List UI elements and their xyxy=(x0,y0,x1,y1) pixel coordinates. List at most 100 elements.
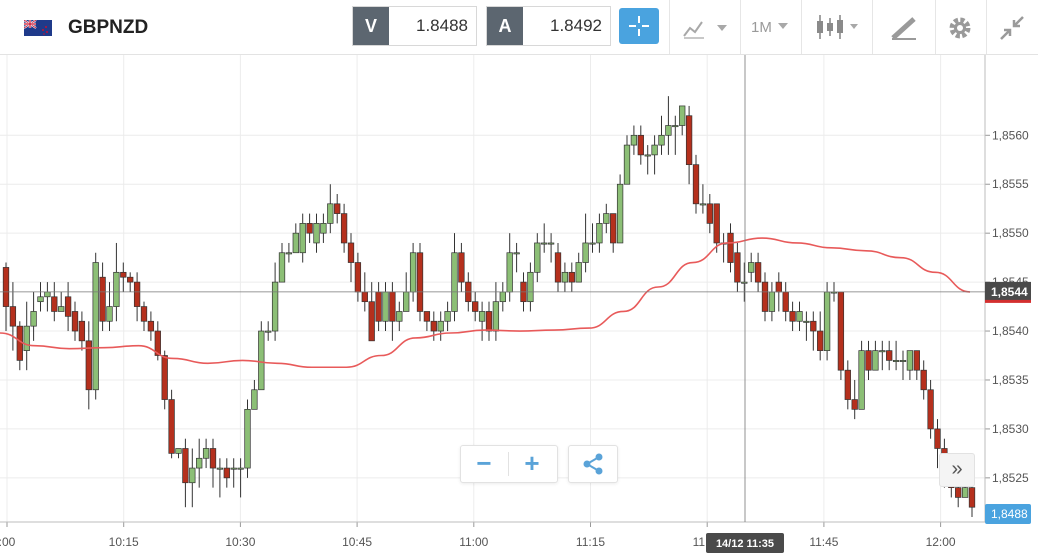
candle-down xyxy=(161,355,168,400)
candle-up xyxy=(258,330,265,391)
candle-up xyxy=(285,252,293,255)
candle-down xyxy=(223,467,230,479)
candle-down xyxy=(375,291,382,322)
candle-up xyxy=(244,408,251,469)
candlestick-icon xyxy=(817,15,858,39)
candle-up xyxy=(961,487,969,498)
candle-up xyxy=(768,291,776,312)
candle-up xyxy=(672,125,679,128)
candle-up xyxy=(175,448,182,454)
candle-down xyxy=(354,262,362,293)
candle-down xyxy=(120,271,127,278)
candle-up xyxy=(451,252,458,312)
candle-down xyxy=(554,252,562,283)
candle-down xyxy=(754,262,762,283)
collapse-button[interactable] xyxy=(986,0,1038,54)
candle-up xyxy=(320,223,327,234)
candle-up xyxy=(216,467,224,470)
y-tick-label: 1,8550 xyxy=(992,226,1029,240)
candle-up xyxy=(658,134,665,146)
candle-up xyxy=(582,242,589,263)
gear-icon xyxy=(949,17,971,39)
candle-down xyxy=(692,164,700,205)
price-chart[interactable]: 1,85601,85551,85501,85451,85401,85351,85… xyxy=(0,55,1038,554)
zoom-in-button[interactable]: + xyxy=(524,448,540,478)
candle-down xyxy=(9,306,17,327)
candle-down xyxy=(71,311,79,332)
scroll-right-button[interactable]: » xyxy=(939,453,975,487)
candle-up xyxy=(106,306,113,322)
candle-up xyxy=(748,262,755,273)
candle-up xyxy=(23,325,30,351)
crosshair-price-label: 1,8544 xyxy=(991,285,1028,299)
candle-up xyxy=(202,448,210,459)
candle-up xyxy=(527,271,534,303)
x-tick-label: 10:30 xyxy=(225,535,255,549)
candle-up xyxy=(230,467,237,470)
candle-up xyxy=(603,213,610,224)
collapse-icon xyxy=(1000,16,1024,40)
candle-down xyxy=(389,291,396,322)
candle-up xyxy=(872,350,879,371)
candle-up xyxy=(741,281,748,284)
candle-down xyxy=(306,223,313,234)
share-button[interactable] xyxy=(568,445,618,483)
candle-up xyxy=(478,311,486,322)
candle-up xyxy=(547,242,555,245)
candle-down xyxy=(340,213,348,244)
settings-button[interactable] xyxy=(935,0,986,54)
crosshair-time-label: 14/12 11:35 xyxy=(716,538,774,550)
drawing-tools-button[interactable] xyxy=(872,0,935,54)
candle-up xyxy=(499,291,506,303)
y-tick-label: 1,8560 xyxy=(992,128,1029,142)
x-tick-label: 11:15 xyxy=(576,535,605,549)
candle-up xyxy=(506,252,513,293)
candle-down xyxy=(706,203,713,224)
candle-up xyxy=(906,350,914,371)
candle-down xyxy=(844,369,851,400)
candle-down xyxy=(685,115,693,166)
candle-up xyxy=(327,203,334,224)
candle-down xyxy=(78,320,86,342)
current-price-label: 1,8488 xyxy=(991,507,1028,521)
candle-up xyxy=(589,242,596,245)
candle-up xyxy=(665,125,672,136)
candle-up xyxy=(92,262,99,391)
candle-up xyxy=(534,242,541,273)
candle-up xyxy=(313,223,320,244)
share-icon xyxy=(583,453,603,475)
candle-up xyxy=(796,311,803,322)
candle-up xyxy=(292,232,299,254)
candle-down xyxy=(782,291,789,312)
x-tick-label: :00 xyxy=(0,535,16,549)
candle-up xyxy=(196,457,203,469)
candle-up xyxy=(409,252,417,293)
candle-down xyxy=(851,399,858,410)
timeframe-menu[interactable]: 1M xyxy=(740,0,801,54)
candle-up xyxy=(879,350,886,353)
candle-up xyxy=(237,467,244,470)
candle-up xyxy=(541,242,548,245)
x-tick-label: 12:00 xyxy=(926,535,956,549)
candle-down xyxy=(99,276,106,322)
crosshair-button[interactable] xyxy=(619,8,659,44)
candle-down xyxy=(734,252,741,283)
sell-price-button[interactable]: V 1.8488 xyxy=(352,6,477,46)
crosshair-icon xyxy=(629,16,649,36)
current-price-marker xyxy=(985,299,1031,303)
candle-up xyxy=(858,350,865,410)
buy-price-button[interactable]: A 1.8492 xyxy=(486,6,611,46)
instrument-symbol: GBPNZD xyxy=(68,17,149,38)
chart-type-menu[interactable] xyxy=(669,0,740,54)
candle-up xyxy=(679,105,686,126)
candle-up xyxy=(630,134,638,146)
x-tick-label: 10:15 xyxy=(109,535,139,549)
candle-style-button[interactable] xyxy=(801,0,872,54)
zoom-out-button[interactable]: − xyxy=(476,448,492,478)
candle-up xyxy=(30,311,37,327)
candle-up xyxy=(699,203,707,206)
candle-up xyxy=(823,291,831,351)
candle-down xyxy=(789,311,796,322)
candle-down xyxy=(610,213,617,244)
x-tick-label: 10:45 xyxy=(342,535,372,549)
